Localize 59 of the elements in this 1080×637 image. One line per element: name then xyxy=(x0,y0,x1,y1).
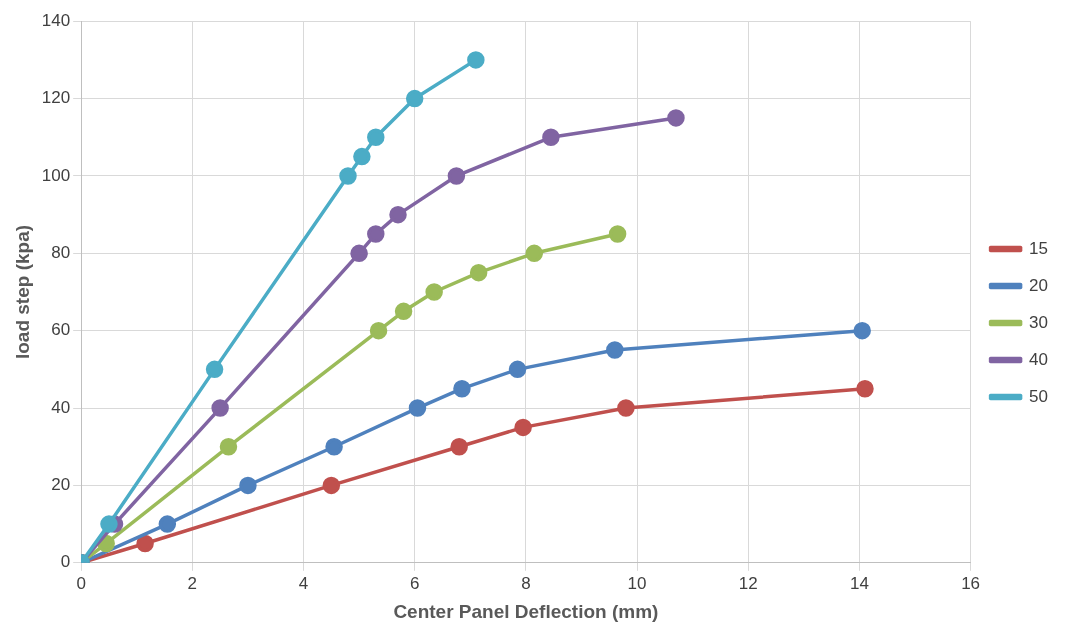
point xyxy=(136,534,154,553)
x-tick-label: 0 xyxy=(76,573,86,593)
point xyxy=(369,321,388,340)
legend-label: 50 xyxy=(1029,386,1049,406)
y-tick-label: 20 xyxy=(51,475,71,495)
legend-label: 40 xyxy=(1029,349,1049,369)
y-tick-label: 80 xyxy=(51,243,71,262)
x-tick-label: 6 xyxy=(409,573,420,593)
point xyxy=(389,205,407,224)
point xyxy=(322,476,341,495)
legend-label: 15 xyxy=(1029,238,1049,258)
y-tick-label: 60 xyxy=(51,320,71,340)
point xyxy=(100,515,118,533)
point xyxy=(617,399,635,417)
y-tick-label: 40 xyxy=(51,397,71,417)
point xyxy=(425,283,443,301)
y-axis-title: load step (kpa) xyxy=(11,224,33,360)
point xyxy=(450,437,468,456)
point xyxy=(339,167,357,185)
point xyxy=(453,379,471,398)
y-tick-label: 140 xyxy=(41,10,71,30)
legend-label: 20 xyxy=(1029,275,1049,295)
point xyxy=(508,360,527,379)
x-tick-label: 14 xyxy=(849,573,869,593)
y-tick-label: 120 xyxy=(41,88,71,108)
point xyxy=(211,399,229,417)
point xyxy=(408,399,427,417)
point xyxy=(447,167,466,185)
x-tick-label: 4 xyxy=(298,573,309,593)
legend-label: 30 xyxy=(1029,312,1049,332)
point xyxy=(405,89,424,108)
y-tick-label: 0 xyxy=(60,552,71,572)
x-tick-label: 16 xyxy=(961,573,981,593)
point xyxy=(608,225,627,243)
y-tick-label: 100 xyxy=(41,165,71,185)
point xyxy=(239,476,257,495)
point xyxy=(367,128,385,147)
point xyxy=(856,379,874,398)
point xyxy=(367,225,385,243)
x-tick-label: 8 xyxy=(521,573,531,593)
point xyxy=(205,360,224,379)
point xyxy=(542,128,560,147)
point xyxy=(469,263,488,282)
point xyxy=(667,109,685,127)
point xyxy=(514,418,532,437)
point xyxy=(325,437,343,456)
point xyxy=(350,244,368,263)
point xyxy=(525,244,543,263)
point xyxy=(606,341,624,359)
x-tick-label: 10 xyxy=(627,573,647,593)
point xyxy=(394,302,413,321)
x-tick-label: 2 xyxy=(187,573,198,593)
point xyxy=(353,147,371,166)
point xyxy=(158,515,177,533)
x-tick-label: 12 xyxy=(738,573,758,593)
x-axis-title: Center Panel Deflection (mm) xyxy=(393,600,659,622)
point xyxy=(219,437,238,456)
point xyxy=(853,321,871,340)
point xyxy=(467,51,485,69)
